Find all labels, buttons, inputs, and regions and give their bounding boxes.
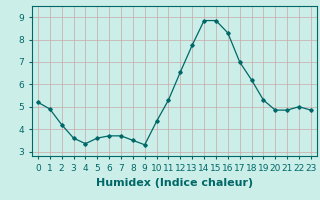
X-axis label: Humidex (Indice chaleur): Humidex (Indice chaleur) — [96, 178, 253, 188]
